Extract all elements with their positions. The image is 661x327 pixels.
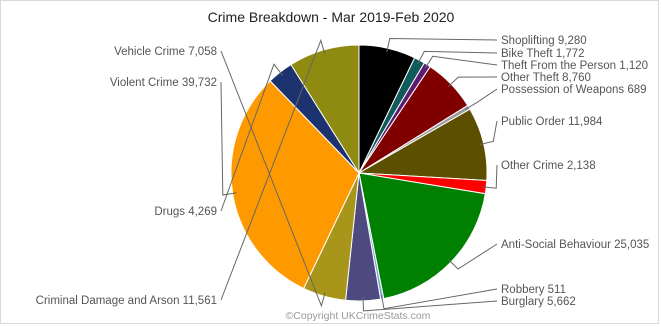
leader-line — [220, 38, 326, 301]
leader-line — [220, 63, 283, 212]
slice-label: Robbery 511 — [501, 284, 566, 296]
leader-line — [447, 243, 498, 270]
leader-line — [447, 76, 498, 88]
slice-label: Other Theft 8,760 — [501, 72, 591, 84]
leader-line — [362, 296, 498, 312]
leader-line — [220, 81, 237, 196]
slice-label: Possession of Weapons 689 — [501, 84, 647, 96]
slice-label: Burglary 5,662 — [501, 296, 576, 308]
leader-line — [479, 120, 498, 145]
leader-line — [424, 55, 498, 69]
leader-line — [380, 288, 498, 310]
leader-line — [386, 37, 498, 53]
slice-label: Vehicle Crime 7,058 — [114, 46, 217, 58]
leader-line — [465, 88, 498, 110]
chart-title: Crime Breakdown - Mar 2019-Feb 2020 — [208, 9, 455, 25]
slice-label: Criminal Damage and Arson 11,561 — [36, 295, 217, 307]
slice-label: Drugs 4,269 — [154, 206, 217, 218]
slice-label: Other Crime 2,138 — [501, 160, 596, 172]
slice-label: Bike Theft 1,772 — [501, 48, 585, 60]
copyright-credit: ©Copyright UKCrimeStats.com — [286, 310, 431, 322]
slice-label: Violent Crime 39,732 — [110, 77, 217, 89]
slice-label: Public Order 11,984 — [501, 116, 603, 128]
slice-label: Shoplifting 9,280 — [501, 35, 587, 47]
leader-line — [220, 50, 326, 308]
slice-label: Theft From the Person 1,120 — [501, 60, 648, 72]
label-leader-lines — [220, 37, 498, 312]
slice-label: Anti-Social Behaviour 25,035 — [501, 239, 649, 251]
leader-line — [417, 50, 498, 65]
leader-line — [482, 164, 498, 189]
